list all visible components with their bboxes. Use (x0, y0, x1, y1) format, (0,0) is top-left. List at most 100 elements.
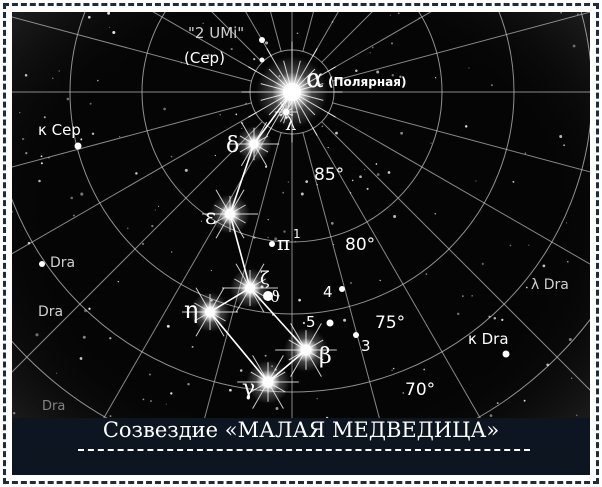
background-star (180, 62, 182, 64)
label-lambda-dra: λ Dra (531, 277, 569, 293)
background-star (88, 307, 91, 310)
background-star (300, 192, 304, 196)
background-star (376, 173, 380, 176)
declination-80: 80° (345, 235, 375, 255)
background-star (391, 369, 393, 372)
right-ascension-line (332, 12, 590, 82)
background-star (150, 400, 152, 402)
background-star (219, 114, 221, 116)
background-star (163, 107, 166, 111)
bright-stars (39, 37, 510, 409)
right-ascension-line (312, 128, 514, 475)
background-star (66, 97, 70, 101)
star-epsilon-label: ε (205, 205, 216, 230)
caption-title: Созвездие «МАЛАЯ МЕДВЕДИЦА» (102, 418, 500, 442)
background-star (509, 244, 512, 247)
background-star (364, 168, 366, 171)
star-kcep (74, 142, 82, 150)
background-star (560, 12, 562, 14)
star-3-label: 3 (361, 337, 371, 355)
background-star (187, 383, 190, 386)
background-star (316, 398, 318, 400)
right-ascension-line (12, 102, 252, 168)
background-star (298, 298, 301, 302)
background-star (27, 241, 31, 245)
background-star (40, 162, 43, 165)
star-dra1 (39, 261, 45, 267)
declination-75: 75° (375, 313, 405, 333)
background-star (512, 180, 515, 183)
declination-85: 85° (314, 165, 344, 185)
background-star (392, 367, 395, 370)
background-star (327, 146, 329, 149)
background-star (97, 79, 99, 82)
star-five (326, 319, 334, 327)
background-star (434, 77, 437, 79)
star-three (353, 332, 359, 338)
background-star (151, 224, 154, 228)
star-umi2 (259, 37, 265, 43)
background-star (274, 237, 278, 241)
label-kappa-cep: κ Cep (38, 121, 81, 139)
star-pi1 (269, 241, 275, 247)
background-star (493, 317, 497, 320)
star-alpha (241, 41, 343, 143)
background-star (488, 315, 491, 318)
background-star (141, 242, 145, 246)
background-star (142, 398, 145, 401)
background-star (366, 187, 369, 190)
star-gamma (237, 355, 299, 409)
background-star (80, 192, 84, 196)
star-theta-label: ϑ (269, 287, 280, 306)
background-star (230, 48, 233, 51)
background-star (13, 412, 16, 415)
label-dra-left: Dra (50, 255, 75, 271)
background-star (471, 295, 473, 297)
right-ascension-line (328, 112, 590, 265)
background-star (434, 213, 437, 215)
background-star (38, 179, 41, 183)
background-star (21, 137, 25, 141)
background-star (418, 17, 420, 19)
background-star (575, 414, 578, 417)
star-delta (228, 121, 280, 167)
background-star (425, 273, 428, 275)
background-star (577, 13, 579, 15)
caption-bar (12, 418, 590, 475)
star-zeta-label: ζ (260, 268, 270, 289)
star-alpha-note: (Полярная) (328, 75, 406, 89)
background-star (546, 363, 550, 367)
background-star (87, 15, 91, 19)
background-star (207, 53, 210, 57)
background-star (267, 219, 269, 221)
star-pi1-label: π (277, 231, 290, 255)
background-star (321, 125, 324, 128)
background-star (524, 152, 527, 154)
background-star (305, 180, 309, 183)
background-star (402, 392, 404, 394)
background-star (117, 280, 120, 283)
background-star (19, 111, 21, 114)
background-star (563, 144, 566, 147)
star-cep (259, 57, 265, 63)
background-star (202, 22, 204, 24)
label-dra-left-2: Dra (38, 304, 63, 320)
background-star (170, 155, 173, 158)
background-star (399, 75, 402, 78)
star-beta-label: β (319, 344, 332, 369)
background-star (283, 230, 286, 233)
background-star (379, 279, 381, 282)
background-star (126, 227, 129, 230)
star-lambda-label: λ (285, 114, 296, 135)
background-star (332, 243, 335, 246)
right-ascension-line (152, 12, 256, 72)
star-map: α (Полярная) λ δ ε ζ ϑ η β γ π 1 4 5 3 "… (12, 12, 590, 475)
background-star (525, 286, 528, 289)
background-star (528, 244, 530, 246)
star-theta (263, 291, 273, 301)
background-star (456, 312, 460, 316)
label-2-umi: "2 UMi" (188, 24, 244, 42)
background-star (355, 69, 358, 73)
background-star (265, 165, 268, 168)
background-star (302, 321, 306, 325)
